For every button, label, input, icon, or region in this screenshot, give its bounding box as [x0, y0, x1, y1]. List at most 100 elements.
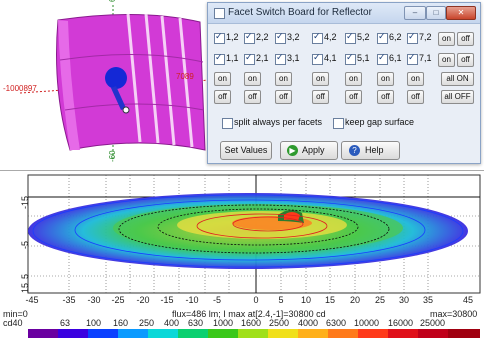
x-tick-label: -20: [136, 295, 150, 305]
x-tick-label: -35: [62, 295, 76, 305]
axis-label-right: 7089: [176, 72, 194, 81]
x-tick-label: 35: [422, 295, 433, 305]
x-tick-label: 25: [374, 295, 385, 305]
reflector-canvas[interactable]: [0, 0, 484, 170]
legend-tick-label: 4000: [298, 318, 319, 328]
facet-label-4-1: 4,1: [324, 53, 337, 63]
facet-checkbox-2-1[interactable]: [244, 52, 255, 65]
legend-tick-label: 1600: [241, 318, 262, 328]
col4-on-button[interactable]: on: [312, 72, 329, 86]
minimize-button[interactable]: –: [404, 6, 426, 20]
legend-tick-label: 63: [60, 318, 71, 328]
x-tick-label: 20: [349, 295, 360, 305]
x-tick-label: 45: [462, 295, 473, 305]
x-tick-label: -10: [185, 295, 199, 305]
keep-gap-label: keep gap surface: [345, 117, 415, 127]
keep-gap-checkbox[interactable]: [333, 118, 344, 129]
close-button[interactable]: ✕: [446, 6, 476, 20]
app-icon: [214, 8, 225, 19]
intensity-plot-pane[interactable]: -15 -5 5 15 -45 -35 -30 -25 -20 -15 -10 …: [0, 170, 484, 338]
col5-on-button[interactable]: on: [345, 72, 362, 86]
x-tick-label: 30: [398, 295, 409, 305]
col6-on-button[interactable]: on: [377, 72, 394, 86]
col2-on-button[interactable]: on: [244, 72, 261, 86]
split-always-checkbox[interactable]: [222, 118, 233, 129]
facet-checkbox-4-1[interactable]: [312, 52, 323, 65]
legend-unit-label: cd40: [3, 318, 23, 328]
x-tick-label: -30: [87, 295, 101, 305]
facet-checkbox-5-2[interactable]: [345, 31, 356, 44]
legend-tick-label: 630: [188, 318, 204, 328]
col3-off-button[interactable]: off: [275, 90, 292, 104]
legend-tick-label: 25000: [420, 318, 446, 328]
facet-checkbox-3-2[interactable]: [275, 31, 286, 44]
dialog-title: Facet Switch Board for Reflector: [228, 7, 372, 18]
axis-label-top: 60: [108, 0, 117, 2]
col4-off-button[interactable]: off: [312, 90, 329, 104]
col6-off-button[interactable]: off: [377, 90, 394, 104]
x-tick-label: 5: [278, 295, 284, 305]
facet-checkbox-1-2[interactable]: [214, 31, 225, 44]
facet-label-1-2: 1,2: [226, 32, 239, 42]
flux-info-text: flux=486 lm; I max at[2.4,-1]=30800 cd: [172, 309, 326, 319]
maximize-button[interactable]: □: [426, 6, 446, 20]
x-tick-label: 10: [300, 295, 311, 305]
y-tick-label: -5: [20, 240, 30, 249]
facet-checkbox-4-2[interactable]: [312, 31, 323, 44]
y-tick-label: 15: [20, 282, 30, 293]
col5-off-button[interactable]: off: [345, 90, 362, 104]
max-value-text: max=30800: [430, 309, 478, 319]
col2-off-button[interactable]: off: [244, 90, 261, 104]
x-tick-label: 15: [324, 295, 335, 305]
col3-on-button[interactable]: on: [275, 72, 292, 86]
legend-tick-label: 100: [86, 318, 102, 328]
facet-switch-dialog: Facet Switch Board for Reflector – □ ✕ 1…: [207, 2, 481, 164]
help-label: Help: [365, 145, 384, 155]
dialog-titlebar[interactable]: Facet Switch Board for Reflector – □ ✕: [208, 3, 480, 24]
facet-checkbox-7-1[interactable]: [407, 52, 418, 65]
col7-on-button[interactable]: on: [407, 72, 424, 86]
intensity-contour-plot[interactable]: [0, 171, 484, 338]
set-values-label: Set Values: [224, 145, 268, 155]
help-button[interactable]: ? Help: [341, 141, 400, 160]
legend-tick-label: 160: [113, 318, 129, 328]
x-tick-label: 0: [253, 295, 259, 305]
apply-button[interactable]: ▶ Apply: [280, 141, 338, 160]
facet-label-3-1: 3,1: [287, 53, 300, 63]
facet-checkbox-3-1[interactable]: [275, 52, 286, 65]
apply-icon: ▶: [287, 145, 298, 156]
facet-checkbox-2-2[interactable]: [244, 31, 255, 44]
facet-checkbox-6-2[interactable]: [377, 31, 388, 44]
facet-checkbox-1-1[interactable]: [214, 52, 225, 65]
split-always-label: split always per facets: [234, 117, 323, 127]
x-tick-label: -25: [111, 295, 125, 305]
col1-off-button[interactable]: off: [214, 90, 231, 104]
row1-on-button[interactable]: on: [438, 53, 455, 67]
row2-on-button[interactable]: on: [438, 32, 455, 46]
axis-label-bottom: -60: [108, 150, 117, 162]
all-off-button[interactable]: all OFF: [441, 90, 474, 104]
col1-on-button[interactable]: on: [214, 72, 231, 86]
facet-label-6-2: 6,2: [389, 32, 402, 42]
row1-off-button[interactable]: off: [457, 53, 474, 67]
col7-off-button[interactable]: off: [407, 90, 424, 104]
row2-off-button[interactable]: off: [457, 32, 474, 46]
legend-tick-label: 250: [139, 318, 155, 328]
legend-tick-label: 10000: [354, 318, 380, 328]
facet-checkbox-6-1[interactable]: [377, 52, 388, 65]
facet-label-7-2: 7,2: [419, 32, 432, 42]
facet-label-5-2: 5,2: [357, 32, 370, 42]
y-tick-label: 5: [20, 273, 30, 279]
facet-label-5-1: 5,1: [357, 53, 370, 63]
facet-label-2-2: 2,2: [256, 32, 269, 42]
help-icon: ?: [349, 145, 360, 156]
all-on-button[interactable]: all ON: [441, 72, 474, 86]
facet-checkbox-7-2[interactable]: [407, 31, 418, 44]
y-tick-label: -15: [20, 195, 30, 209]
facet-checkbox-5-1[interactable]: [345, 52, 356, 65]
legend-tick-label: 16000: [388, 318, 414, 328]
set-values-button[interactable]: Set Values: [220, 141, 272, 160]
facet-label-7-1: 7,1: [419, 53, 432, 63]
facet-label-2-1: 2,1: [256, 53, 269, 63]
apply-label: Apply: [302, 145, 325, 155]
